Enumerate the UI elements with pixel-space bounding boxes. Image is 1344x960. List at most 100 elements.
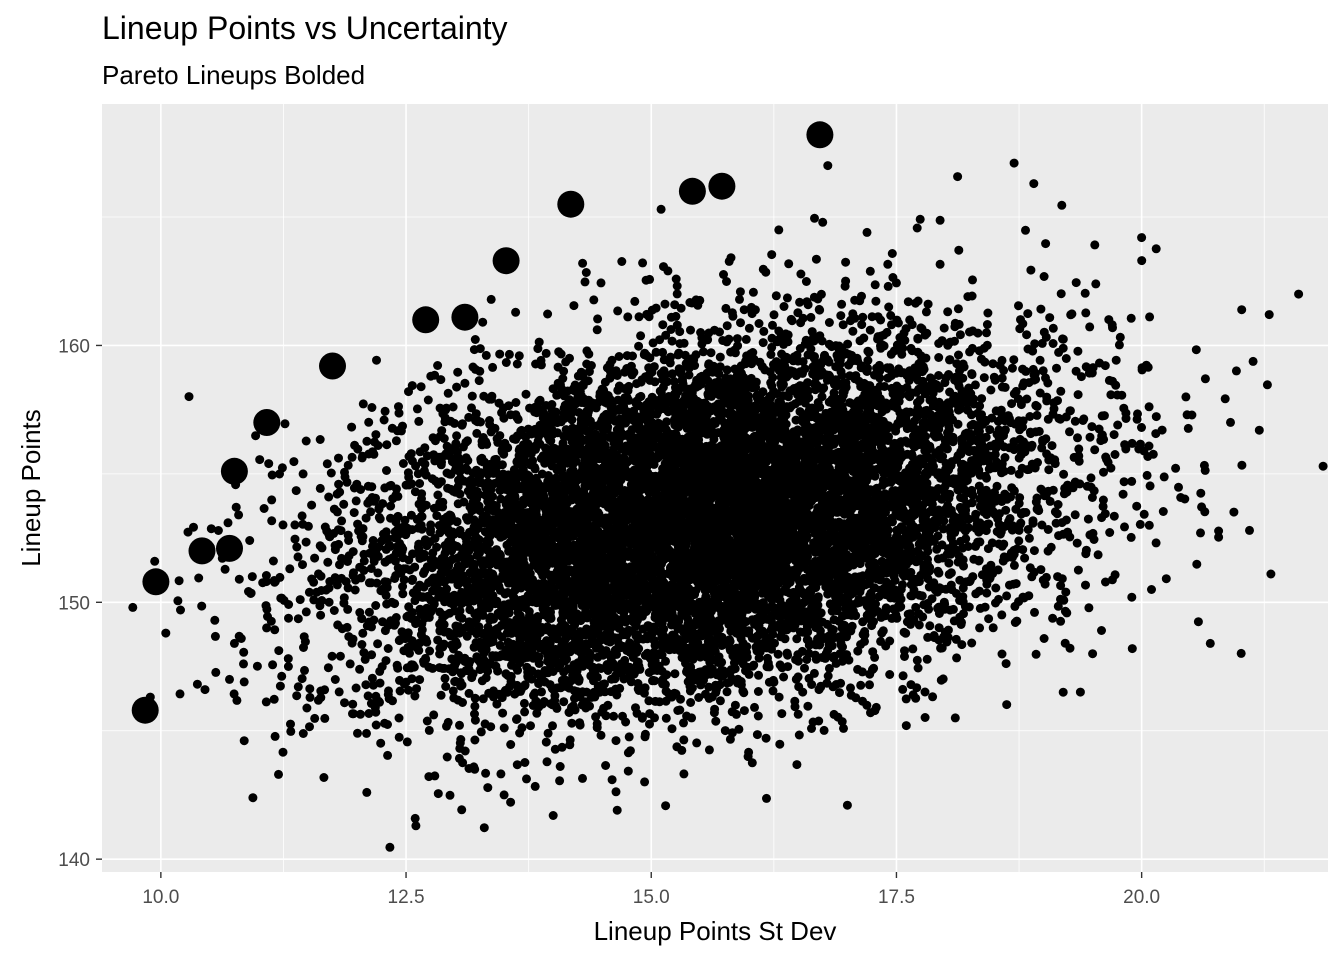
scatter-point <box>394 408 404 418</box>
scatter-point <box>1090 445 1100 455</box>
scatter-point <box>422 716 432 726</box>
scatter-point <box>293 682 303 692</box>
scatter-point <box>810 213 819 223</box>
scatter-point <box>252 661 262 671</box>
scatter-point <box>358 628 368 638</box>
scatter-point <box>1133 409 1142 419</box>
scatter-point <box>792 760 802 770</box>
scatter-point <box>670 669 680 679</box>
scatter-point <box>925 621 935 631</box>
scatter-point <box>717 641 727 650</box>
scatter-point <box>363 691 373 701</box>
scatter-point <box>824 318 834 327</box>
scatter-point <box>373 568 383 578</box>
scatter-point <box>355 709 365 719</box>
scatter-point <box>298 560 307 570</box>
scatter-point <box>1174 482 1183 492</box>
scatter-point <box>715 352 725 362</box>
scatter-point <box>353 444 363 454</box>
scatter-point <box>887 249 897 258</box>
scatter-point <box>710 704 720 714</box>
scatter-point <box>298 729 308 738</box>
scatter-point <box>944 569 954 579</box>
scatter-point <box>1047 441 1057 451</box>
scatter-point <box>1081 308 1091 318</box>
scatter-point <box>220 564 230 574</box>
scatter-point <box>404 685 413 695</box>
scatter-point <box>491 454 501 464</box>
scatter-point <box>1073 390 1083 400</box>
chart-title: Lineup Points vs Uncertainty <box>102 10 508 46</box>
scatter-point <box>501 669 511 679</box>
scatter-point <box>206 524 216 534</box>
scatter-point <box>692 738 702 748</box>
scatter-point <box>367 673 377 683</box>
scatter-point <box>1006 465 1016 475</box>
scatter-point <box>1045 313 1055 323</box>
scatter-point <box>284 613 293 623</box>
scatter-point <box>762 793 771 803</box>
scatter-point <box>305 722 314 732</box>
scatter-point <box>912 223 922 233</box>
scatter-point <box>442 752 452 762</box>
scatter-point <box>472 428 482 438</box>
scatter-point <box>371 720 381 730</box>
scatter-point <box>565 735 575 745</box>
scatter-point <box>1142 470 1152 480</box>
scatter-point <box>638 258 648 268</box>
scatter-point <box>511 307 521 317</box>
scatter-point <box>503 637 513 647</box>
scatter-point <box>1151 538 1161 548</box>
scatter-point <box>609 711 619 721</box>
scatter-point <box>334 453 343 463</box>
scatter-point <box>661 801 671 811</box>
scatter-point <box>449 693 459 703</box>
scatter-point <box>394 713 404 723</box>
scatter-point <box>550 744 560 754</box>
scatter-point <box>903 297 913 307</box>
scatter-point <box>853 664 863 674</box>
scatter-point <box>885 636 895 646</box>
scatter-point <box>554 347 564 357</box>
scatter-point <box>501 358 511 367</box>
scatter-point <box>660 299 670 309</box>
scatter-point <box>1023 309 1033 319</box>
scatter-point <box>806 312 816 322</box>
scatter-point <box>837 299 847 309</box>
scatter-point <box>458 698 467 707</box>
scatter-point <box>293 614 303 624</box>
scatter-point <box>1056 616 1066 626</box>
scatter-point <box>671 274 681 284</box>
scatter-point <box>335 651 345 661</box>
scatter-point <box>988 623 998 633</box>
scatter-point <box>424 725 434 735</box>
scatter-point <box>329 606 339 615</box>
scatter-point <box>483 783 493 793</box>
scatter-point <box>768 320 777 330</box>
scatter-point <box>967 638 977 648</box>
scatter-point <box>364 709 374 718</box>
scatter-point <box>945 355 955 365</box>
scatter-point <box>278 520 288 530</box>
scatter-point <box>672 281 682 291</box>
scatter-point <box>351 683 361 693</box>
scatter-point <box>758 338 768 348</box>
scatter-point <box>792 634 802 644</box>
scatter-point <box>1191 345 1201 355</box>
scatter-point <box>1044 465 1054 475</box>
scatter-point <box>391 436 401 446</box>
scatter-point <box>727 308 737 318</box>
scatter-point <box>268 660 278 670</box>
scatter-point <box>908 644 918 654</box>
scatter-point <box>1094 424 1104 434</box>
scatter-point <box>315 435 325 444</box>
scatter-point <box>305 692 315 702</box>
scatter-point <box>1237 305 1247 315</box>
scatter-point <box>297 674 307 684</box>
scatter-point <box>553 362 563 372</box>
scatter-point <box>429 710 439 720</box>
scatter-point <box>841 257 851 267</box>
scatter-point <box>676 303 686 313</box>
scatter-point <box>982 473 991 483</box>
scatter-point <box>337 516 347 526</box>
